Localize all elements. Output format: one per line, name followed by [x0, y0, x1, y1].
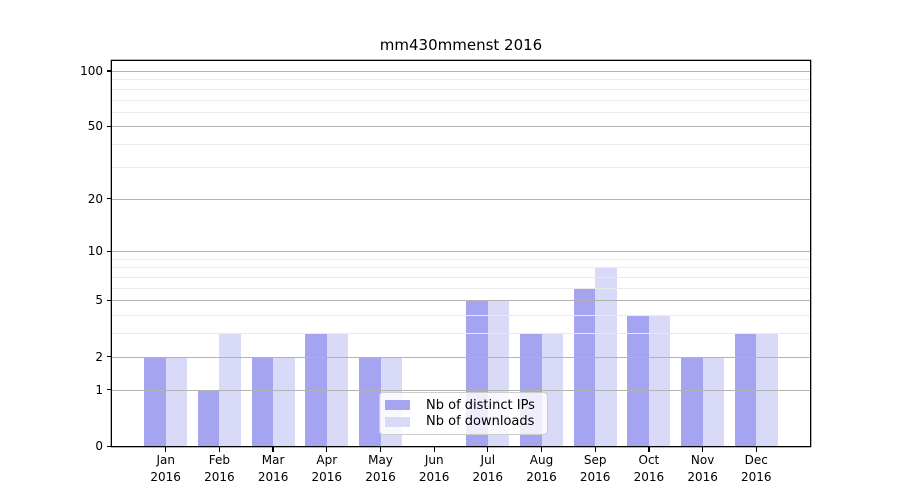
y-axis-label: 1 [95, 382, 103, 397]
x-axis-label: Jan 2016 [150, 453, 181, 484]
y-axis-label: 100 [80, 63, 103, 78]
x-axis-label: Aug 2016 [526, 453, 557, 484]
bar-downloads-sep [595, 267, 617, 446]
x-axis-label: Nov 2016 [687, 453, 718, 484]
x-axis-label: Jun 2016 [418, 453, 450, 484]
y-axis-tick [106, 445, 112, 447]
bar-distinct-ips-feb [197, 389, 220, 446]
x-axis-tick [218, 447, 220, 452]
x-axis-tick [702, 447, 704, 452]
bar-downloads-feb [219, 333, 241, 446]
bar-downloads-dec [756, 333, 778, 446]
y-axis-tick [106, 299, 112, 302]
x-axis-tick [540, 447, 543, 452]
y-axis-label: 0 [95, 439, 103, 453]
x-axis-label: May 2016 [365, 453, 396, 484]
y-axis-label: 50 [87, 119, 103, 134]
y-axis-tick [106, 70, 112, 72]
bar-downloads-apr [326, 333, 349, 446]
x-axis-label: Jul 2016 [472, 453, 504, 484]
chart-title: mm430mmenst 2016 [379, 36, 543, 54]
bar-distinct-ips-jan [144, 356, 166, 446]
x-axis-tick [433, 447, 435, 452]
y-axis-label: 2 [95, 349, 103, 364]
y-axis-tick [106, 125, 112, 128]
x-axis-tick [326, 447, 328, 452]
legend: Nb of distinct IPs Nb of downloads [379, 392, 548, 435]
x-axis-tick [594, 447, 596, 452]
legend-patch-distinct-ips-icon [385, 400, 410, 411]
y-axis-tick [106, 389, 112, 391]
bar-downloads-jan [165, 356, 188, 446]
bar-distinct-ips-apr [305, 333, 327, 446]
legend-label-distinct-ips: Nb of distinct IPs [426, 397, 535, 413]
bar-distinct-ips-oct [627, 315, 649, 446]
x-axis-tick [272, 447, 274, 452]
bar-distinct-ips-may [359, 356, 381, 446]
plot-area: Nb of distinct IPs Nb of downloads [112, 61, 810, 446]
y-axis-label: 10 [87, 244, 103, 259]
x-axis-label: Oct 2016 [633, 453, 665, 484]
x-axis-label: Sep 2016 [579, 453, 611, 484]
bars-layer [112, 61, 810, 446]
x-axis-tick [487, 447, 489, 452]
bar-distinct-ips-dec [734, 333, 757, 446]
bar-downloads-nov [702, 356, 725, 446]
bar-distinct-ips-mar [251, 356, 274, 446]
legend-entry-distinct-ips: Nb of distinct IPs [385, 397, 539, 414]
legend-label-downloads: Nb of downloads [426, 414, 535, 430]
bar-distinct-ips-sep [573, 287, 596, 446]
x-axis-label: Feb 2016 [204, 453, 235, 484]
y-axis-tick [106, 250, 112, 252]
legend-patch-downloads-icon [385, 416, 410, 427]
bar-distinct-ips-nov [681, 356, 703, 446]
x-axis-label: Mar 2016 [257, 453, 289, 484]
x-axis-tick [648, 447, 650, 452]
y-axis-label: 20 [87, 191, 103, 206]
x-axis-label: Dec 2016 [741, 453, 772, 484]
legend-entry-downloads: Nb of downloads [385, 414, 539, 431]
x-axis-label: Apr 2016 [311, 453, 343, 484]
bar-downloads-oct [648, 315, 671, 446]
x-axis-tick [379, 447, 382, 452]
y-axis-tick [106, 356, 112, 358]
y-axis-tick [106, 198, 112, 200]
x-axis-tick [755, 447, 757, 452]
bar-downloads-mar [273, 356, 295, 446]
x-axis-tick [165, 447, 167, 452]
y-axis-label: 5 [95, 293, 103, 308]
